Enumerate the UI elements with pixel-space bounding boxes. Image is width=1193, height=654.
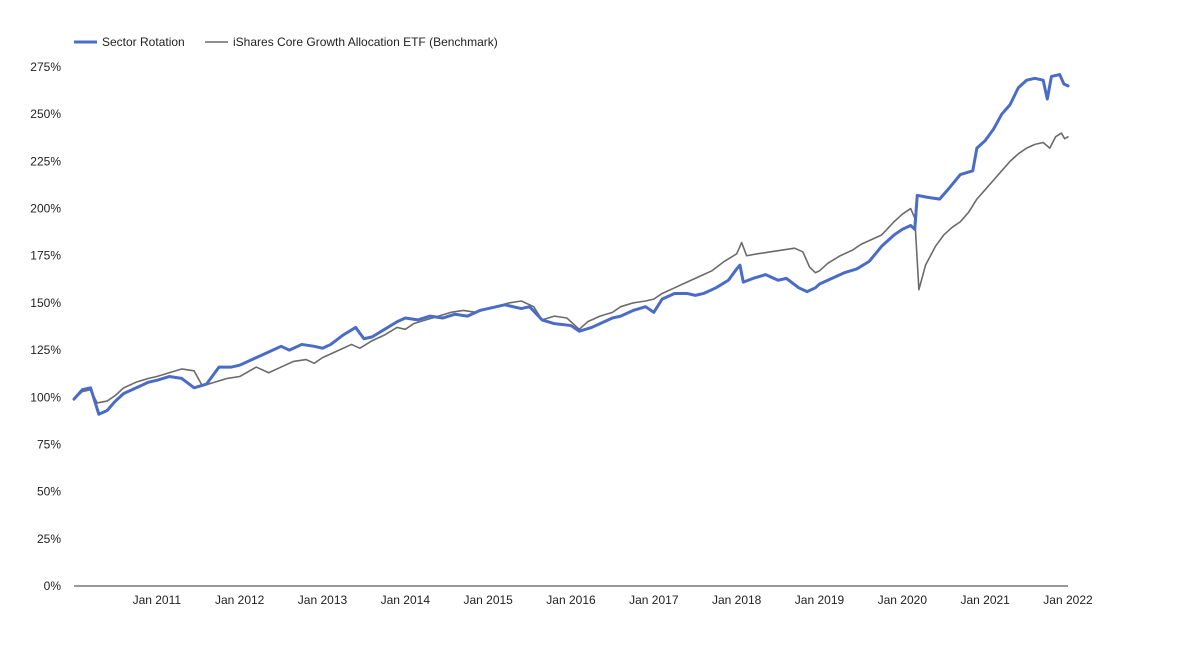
x-tick-label: Jan 2011 — [133, 593, 182, 607]
x-tick-label: Jan 2014 — [381, 593, 431, 607]
x-tick-label: Jan 2016 — [546, 593, 596, 607]
x-tick-label: Jan 2022 — [1043, 593, 1093, 607]
x-tick-label: Jan 2012 — [215, 593, 265, 607]
y-tick-label: 125% — [30, 343, 61, 357]
legend-item-benchmark[interactable]: iShares Core Growth Allocation ETF (Benc… — [205, 35, 498, 49]
x-tick-label: Jan 2013 — [298, 593, 348, 607]
y-tick-label: 175% — [30, 249, 61, 263]
y-tick-label: 50% — [37, 485, 61, 499]
y-tick-label: 25% — [37, 532, 61, 546]
y-tick-label: 225% — [30, 154, 61, 168]
y-tick-label: 275% — [30, 60, 61, 74]
y-tick-label: 200% — [30, 202, 61, 216]
series-layer — [72, 73, 1070, 416]
y-tick-label: 100% — [30, 390, 61, 404]
x-tick-label: Jan 2020 — [878, 593, 928, 607]
legend-item-sector-rotation[interactable]: Sector Rotation — [74, 35, 185, 49]
x-tick-label: Jan 2021 — [960, 593, 1010, 607]
series-line-benchmark[interactable] — [73, 132, 1069, 404]
series-line-sector-rotation[interactable] — [72, 73, 1070, 416]
y-tick-label: 75% — [37, 437, 61, 451]
y-axis: 0% 25% 50% 75% 100% 125% 150% 175% 200% 225% 250% 2… — [30, 60, 61, 593]
x-axis: Jan 2011 Jan 2012 Jan 2013 Jan 2014 Jan 2015… — [74, 585, 1093, 607]
y-tick-label: 150% — [30, 296, 61, 310]
x-tick-label: Jan 2018 — [712, 593, 762, 607]
legend-label-sector-rotation: Sector Rotation — [102, 35, 185, 49]
y-tick-label: 0% — [44, 579, 62, 593]
y-tick-label: 250% — [30, 107, 61, 121]
x-tick-label: Jan 2019 — [795, 593, 845, 607]
x-tick-label: Jan 2017 — [629, 593, 679, 607]
x-tick-label: Jan 2015 — [463, 593, 513, 607]
legend-label-benchmark: iShares Core Growth Allocation ETF (Benc… — [233, 35, 498, 49]
legend: Sector Rotation iShares Core Growth Allo… — [74, 35, 498, 49]
